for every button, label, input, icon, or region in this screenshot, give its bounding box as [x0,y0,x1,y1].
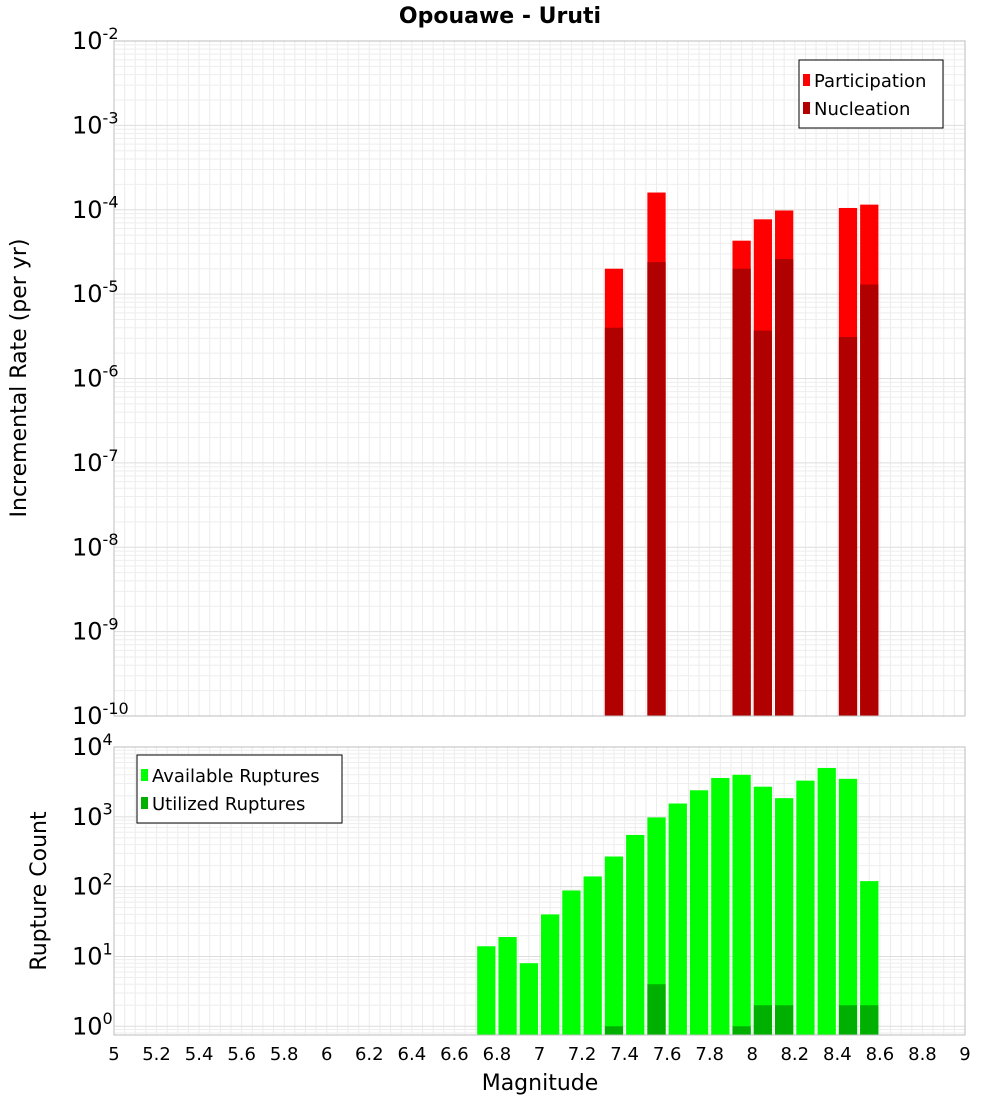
bar-utilized-ruptures [647,984,666,1035]
x-tick-label: 7.8 [695,1044,724,1065]
bar-available-ruptures [626,834,645,1035]
legend-swatch [803,102,810,114]
bar-nucleation [775,259,794,716]
legend-label: Nucleation [814,99,910,120]
x-tick-label: 7.6 [653,1044,682,1065]
x-tick-labels: 5 5.2 5.4 5.6 5.8 6 6.2 6.4 6.6 6.8 7 7.2 7.4 7.6 7.8 8… [108,1044,970,1065]
x-tick-label: 8 [747,1044,758,1065]
x-tick-label: 9 [959,1044,970,1065]
x-tick-label: 7.2 [568,1044,597,1065]
bar-available-ruptures [775,798,794,1035]
bar-nucleation [838,337,858,716]
y-tick-label: 10-7 [72,446,119,477]
bar-available-ruptures [689,790,709,1035]
legend-swatch [141,769,148,781]
y-tick-label: 10-6 [72,361,119,392]
y-tick-label: 10-9 [72,615,119,646]
bar-available-ruptures [860,881,879,1035]
top-plot-frame [113,40,966,717]
legend-label: Available Ruptures [152,766,320,787]
bar-utilized-ruptures [732,1026,751,1035]
bar-available-ruptures [562,890,581,1035]
bottom-bars [477,768,879,1035]
x-tick-label: 6.8 [483,1044,512,1065]
bar-nucleation [732,268,751,716]
y-tick-label: 103 [72,800,113,831]
bar-available-ruptures [838,778,858,1035]
x-tick-label: 5 [108,1044,119,1065]
legend-swatch [803,74,810,86]
y-tick-label: 101 [72,939,113,970]
x-tick-label: 8.8 [908,1044,937,1065]
y-tick-label: 100 [72,1009,113,1040]
legend-label: Utilized Ruptures [152,794,305,815]
bar-nucleation [647,262,666,716]
chart-title: Opouawe - Uruti [399,4,601,29]
bar-available-ruptures [541,914,560,1035]
legend-swatch [141,797,148,809]
top-y-ticks: 10-10 10-9 10-8 10-7 10-6 10-5 10-4 10-3 10-2 [72,24,129,730]
bottom-y-ticks: 100 101 102 103 104 [72,730,113,1040]
bar-available-ruptures [647,817,666,1035]
bottom-legend: Available Ruptures Utilized Ruptures [136,754,343,824]
bar-nucleation [753,330,773,716]
x-tick-label: 5.8 [270,1044,299,1065]
bar-utilized-ruptures [860,1005,879,1035]
bar-available-ruptures [604,856,624,1035]
bar-nucleation [860,284,879,716]
x-tick-label: 8.2 [780,1044,809,1065]
top-legend: Participation Nucleation [798,59,944,129]
x-tick-label: 5.4 [185,1044,214,1065]
bar-available-ruptures [796,780,815,1035]
bar-utilized-ruptures [753,1005,773,1035]
bar-available-ruptures [583,876,602,1035]
x-tick-label: 7 [534,1044,545,1065]
x-tick-label: 8.4 [823,1044,852,1065]
bar-utilized-ruptures [604,1026,624,1035]
bar-available-ruptures [668,803,687,1035]
bar-available-ruptures [732,774,751,1035]
x-tick-label: 8.6 [866,1044,895,1065]
bar-utilized-ruptures [775,1005,794,1035]
y-tick-label: 10-10 [72,699,129,730]
top-grid [113,40,966,717]
y-tick-label: 10-2 [72,24,119,55]
bar-available-ruptures [817,768,836,1035]
bar-available-ruptures [498,936,517,1035]
y-tick-label: 10-5 [72,277,119,308]
x-tick-label: 7.4 [610,1044,639,1065]
legend-box [136,754,343,824]
x-tick-label: 6.6 [440,1044,469,1065]
bar-utilized-ruptures [838,1005,858,1035]
x-tick-label: 6.2 [355,1044,384,1065]
y-tick-label: 10-3 [72,108,119,139]
x-axis-label: Magnitude [482,1071,599,1096]
bar-available-ruptures [519,963,538,1035]
top-y-axis-label: Incremental Rate (per yr) [7,239,32,518]
x-tick-label: 5.2 [142,1044,171,1065]
legend-box [798,59,944,129]
y-tick-label: 10-4 [72,193,119,224]
x-tick-label: 6 [321,1044,332,1065]
top-bars [604,192,879,717]
bottom-y-axis-label: Rupture Count [27,811,52,971]
legend-label: Participation [814,71,926,92]
bar-nucleation [604,327,624,716]
y-tick-label: 10-8 [72,530,119,561]
x-tick-label: 6.4 [398,1044,427,1065]
y-tick-label: 102 [72,870,113,901]
bar-available-ruptures [477,946,496,1035]
x-tick-label: 5.6 [227,1044,256,1065]
bar-available-ruptures [711,777,730,1035]
bar-available-ruptures [753,786,773,1035]
y-tick-label: 104 [72,730,113,761]
bottom-plot-frame [113,746,966,1036]
